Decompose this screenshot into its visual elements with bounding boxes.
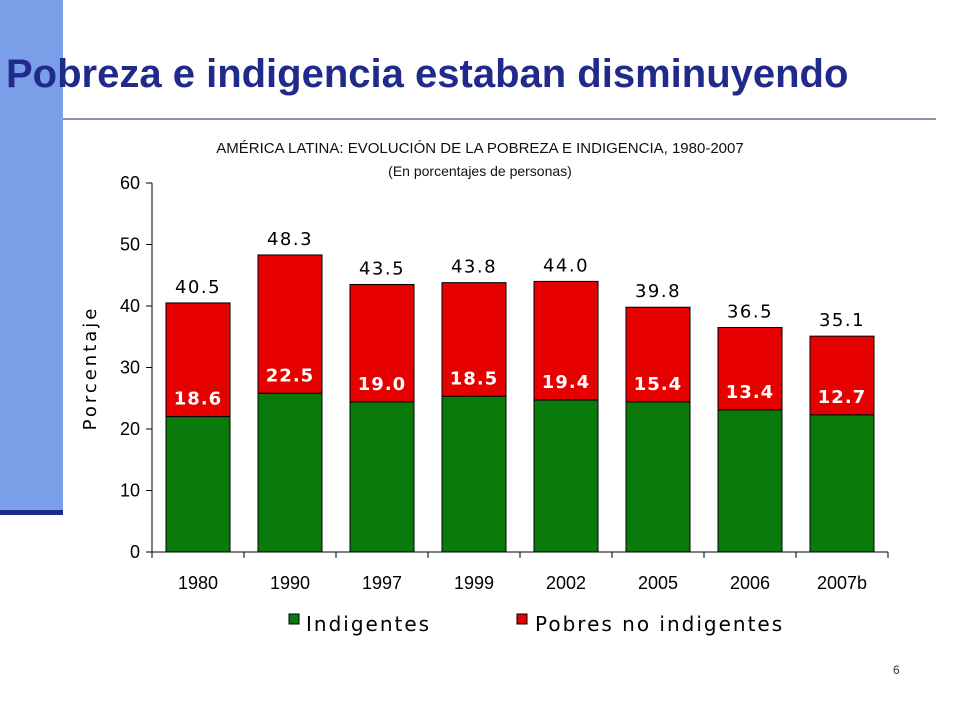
data-label-total: 43.5 <box>359 258 405 279</box>
bar-indigentes <box>717 409 783 553</box>
data-label-total: 48.3 <box>267 229 313 250</box>
data-label-total: 36.5 <box>727 302 773 323</box>
x-tick-label: 2007b <box>817 573 867 593</box>
x-tick-label: 2006 <box>730 573 770 593</box>
data-label-total: 35.1 <box>819 310 865 331</box>
data-label-total: 43.8 <box>451 257 497 278</box>
bar-indigentes <box>809 414 875 553</box>
data-label-total: 40.5 <box>175 277 221 298</box>
bar-pobres-no-indigentes <box>441 282 507 397</box>
slide-title: Pobreza e indigencia estaban disminuyend… <box>6 52 849 96</box>
y-tick-label: 0 <box>130 542 140 562</box>
bar-pobres-no-indigentes <box>809 335 875 416</box>
bar-pobres-no-indigentes <box>165 302 231 418</box>
bar-indigentes <box>441 395 507 553</box>
y-tick-label: 20 <box>120 419 140 439</box>
legend-swatch-pobres-no-indigentes <box>516 613 528 625</box>
chart-subtitle: (En porcentajes de personas) <box>388 163 572 179</box>
data-label-total: 39.8 <box>635 281 681 302</box>
data-label-indigentes: 19.0 <box>358 374 406 395</box>
legend-label-indigentes: Indigentes <box>306 612 431 636</box>
data-label-total: 44.0 <box>543 255 589 276</box>
data-label-indigentes: 15.4 <box>634 374 682 395</box>
bar-indigentes <box>625 401 691 553</box>
bar-indigentes <box>533 399 599 553</box>
chart-title: AMÉRICA LATINA: EVOLUCIÓN DE LA POBREZA … <box>216 140 744 157</box>
x-tick-label: 1999 <box>454 573 494 593</box>
legend-label-pobres-no-indigentes: Pobres no indigentes <box>535 612 784 636</box>
x-tick-label: 1980 <box>178 573 218 593</box>
bar-pobres-no-indigentes <box>625 306 691 403</box>
legend-swatch-indigentes <box>288 613 300 625</box>
bar-indigentes <box>257 392 323 553</box>
title-divider <box>63 118 936 120</box>
x-tick-label: 2005 <box>638 573 678 593</box>
side-accent-bar <box>0 0 63 512</box>
data-label-indigentes: 18.5 <box>450 368 498 389</box>
y-tick-label: 60 <box>120 173 140 193</box>
y-tick-label: 10 <box>120 481 140 501</box>
bar-pobres-no-indigentes <box>717 327 783 411</box>
data-label-indigentes: 12.7 <box>818 387 866 408</box>
bar-indigentes <box>349 401 415 553</box>
bar-indigentes <box>165 416 231 553</box>
y-axis-label: Porcentaje <box>80 306 101 431</box>
y-tick-label: 40 <box>120 296 140 316</box>
bar-pobres-no-indigentes <box>533 280 599 401</box>
data-label-indigentes: 13.4 <box>726 382 774 403</box>
x-tick-label: 1997 <box>362 573 402 593</box>
y-tick-label: 50 <box>120 235 140 255</box>
x-tick-label: 1990 <box>270 573 310 593</box>
data-label-indigentes: 19.4 <box>542 372 590 393</box>
side-accent-line <box>0 510 63 515</box>
x-tick-label: 2002 <box>546 573 586 593</box>
y-tick-label: 30 <box>120 358 140 378</box>
page-number: 6 <box>893 663 900 677</box>
data-label-indigentes: 22.5 <box>266 365 314 386</box>
data-label-indigentes: 18.6 <box>174 389 222 410</box>
